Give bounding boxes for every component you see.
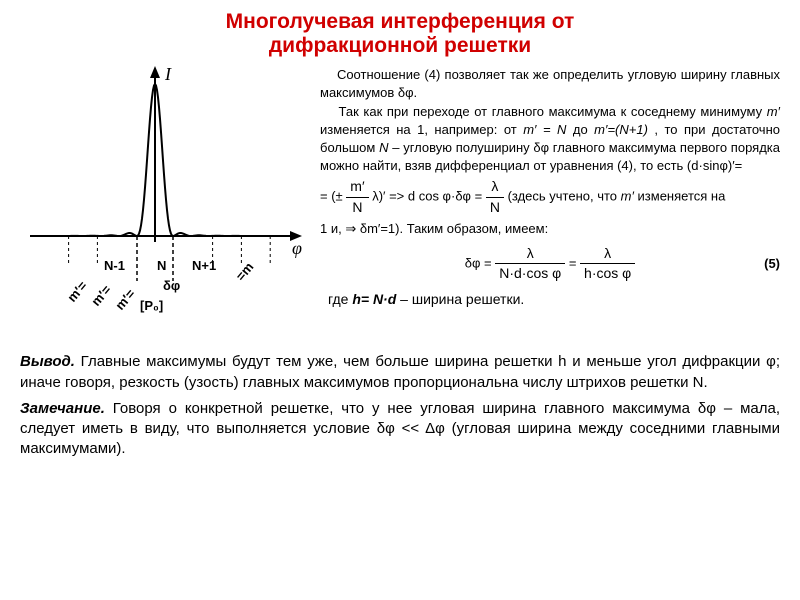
eqb: λ)′ => d cos φ·δφ = [372,189,486,204]
eq-line-2: 1 и, ⇒ δm′=1). Таким образом, имеем: [320,220,780,238]
f1d: N·d·cos φ [495,264,565,284]
conclusion-paragraph: Вывод. Главные максимумы будут тем уже, … [20,352,780,393]
eqa: = (± [320,189,346,204]
conclusion-text: Главные максимумы будут тем уже, чем бол… [20,353,780,390]
label-p0: [P₀] [140,298,163,313]
where-clause: где h= N·d – ширина решетки. [328,290,780,310]
label-n: N [157,258,166,273]
remark-lead: Замечание. [20,400,105,417]
frac-mn-num: m′ [346,177,368,198]
eq-line-1: = (± m′N λ)′ => d cos φ·δφ = λN (здесь у… [320,177,780,217]
mprime-1: m′ [767,104,780,119]
eqd: изменяется на [638,189,726,204]
formula-lhs: δφ = [465,255,495,270]
where-b: h= N·d [352,291,396,307]
page-root: Многолучевая интерференция от дифракцион… [0,0,800,600]
page-title: Многолучевая интерференция от дифракцион… [20,10,780,58]
conclusion-lead: Вывод. [20,353,75,370]
formula-mid: = [569,255,580,270]
p2b: изменяется на 1, например: от [320,122,523,137]
p2e: – угловую полуширину δφ главного максиму… [320,140,780,173]
frac-mn-den: N [346,198,368,218]
eqc: (здесь учтено, что [508,189,621,204]
label-n-plus-1: N+1 [192,258,216,273]
frac-ln: λN [486,177,504,217]
frac-1: λN·d·cos φ [495,244,565,284]
paragraph-2: Так как при переходе от главного максиму… [320,103,780,176]
svg-text:I: I [164,66,172,84]
where-a: где [328,291,352,307]
graph-column: Iφ N-1 N N+1 δφ [P₀] m′= m′= m′= =m [20,66,310,346]
para1-text: Соотношение (4) позволяет так же определ… [320,67,780,100]
frac-ln-den: N [486,198,504,218]
frac-ln-num: λ [486,177,504,198]
nital: N [379,140,388,155]
main-row: Iφ N-1 N N+1 δφ [P₀] m′= m′= m′= =m Соот… [20,66,780,346]
f2d: h·cos φ [580,264,635,284]
title-line-1: Многолучевая интерференция от [20,10,780,34]
frac-mn: m′N [346,177,368,217]
p2a: Так как при переходе от главного максиму… [338,104,766,119]
remark-text: Говоря о конкретной решетке, что у нее у… [20,400,780,458]
label-delta-phi: δφ [163,278,180,293]
f2n: λ [580,244,635,265]
mprime-2: m′ [621,189,634,204]
paragraph-1: Соотношение (4) позволяет так же определ… [320,66,780,102]
title-line-2: дифракционной решетки [20,34,780,58]
meqn1: m′=(N+1) [594,122,648,137]
remark-paragraph: Замечание. Говоря о конкретной решетке, … [20,399,780,460]
svg-text:φ: φ [292,238,302,258]
f1n: λ [495,244,565,265]
formula-5: δφ = λN·d·cos φ = λh·cos φ (5) [320,244,780,284]
label-n-minus-1: N-1 [104,258,125,273]
p2c: до [573,122,594,137]
equation-number: (5) [764,255,780,273]
frac-2: λh·cos φ [580,244,635,284]
where-c: – ширина решетки. [400,291,524,307]
text-column: Соотношение (4) позволяет так же определ… [320,66,780,346]
meqn: m′ = N [523,122,566,137]
